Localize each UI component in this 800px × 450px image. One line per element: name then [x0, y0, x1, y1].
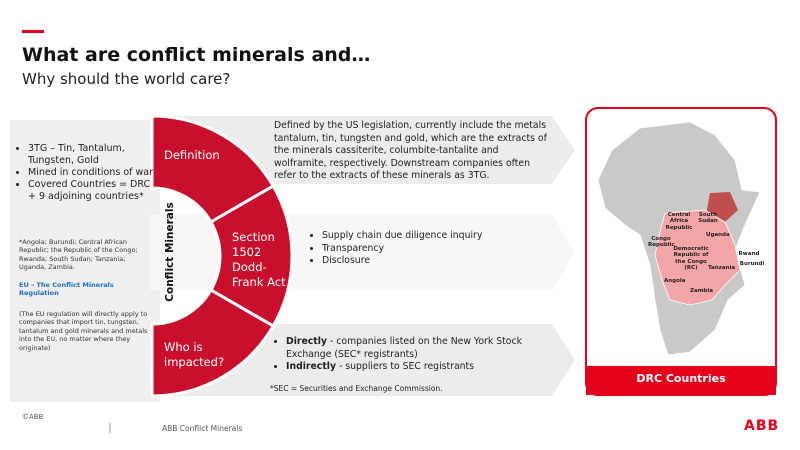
- arc-group: [150, 114, 294, 398]
- map-label: South Sudan: [698, 212, 718, 225]
- bullet: Disclosure: [322, 255, 548, 268]
- left-bullets: 3TG – Tin, Tantalum, Tungsten, Gold Mine…: [14, 143, 154, 202]
- bullet: 3TG – Tin, Tantalum, Tungsten, Gold: [28, 143, 154, 167]
- map-label: Rwand: [738, 251, 760, 257]
- left-panel-bg: [10, 120, 160, 402]
- bullet: Indirectly - suppliers to SEC registrant…: [286, 361, 552, 374]
- bold-text: Directly: [286, 336, 327, 347]
- footnote: *Angola; Burundi; Central African Republ…: [19, 238, 138, 272]
- arc-segment: [150, 287, 276, 398]
- definition-text: Defined by the US legislation, currently…: [274, 120, 547, 182]
- bullet: Supply chain due diligence inquiry: [322, 230, 548, 243]
- drc-region-shape: [654, 209, 741, 306]
- footer-label: ABB Conflict Minerals: [162, 424, 243, 433]
- map-label: Burundi: [739, 261, 765, 267]
- map-label: Zambia: [690, 288, 713, 294]
- text: - suppliers to SEC registrants: [336, 361, 475, 373]
- sec-footnote: *SEC = Securities and Exchange Commissio…: [270, 384, 443, 393]
- subtitle: Why should the world care?: [22, 70, 231, 88]
- impacted-bullets: Directly - companies listed on the New Y…: [272, 336, 552, 374]
- logo: ABB: [744, 418, 780, 434]
- bold-text: Indirectly: [286, 361, 337, 373]
- center-label: Conflict Minerals: [164, 202, 176, 302]
- bullet: Mined in conditions of war: [28, 167, 154, 179]
- map-caption: DRC Countries: [636, 372, 726, 385]
- segment-label: Section 1502 Dodd-Frank Act: [232, 230, 286, 289]
- map-caption-bg: [586, 366, 776, 395]
- eu-note: (The EU regulation will directly apply t…: [19, 310, 148, 352]
- map-label: Congo Republic: [648, 236, 675, 249]
- map-label: Uganda: [706, 232, 730, 238]
- bullet: Directly - companies listed on the New Y…: [286, 336, 552, 361]
- map-label: Democratic Republic of the Congo (RC): [673, 246, 709, 271]
- title: What are conflict minerals and…: [22, 44, 371, 66]
- accent-bar: [22, 30, 44, 33]
- bullet: Transparency: [322, 243, 548, 256]
- section-bullets: Supply chain due diligence inquiry Trans…: [308, 230, 548, 268]
- map-label: Angola: [664, 278, 686, 284]
- segment-label: Definition: [164, 148, 220, 162]
- eu-link[interactable]: EU – The Conflict Minerals Regulation: [19, 281, 114, 298]
- segment-label: Who is impacted?: [164, 340, 225, 369]
- text: - companies listed on the New York Stock…: [286, 336, 522, 360]
- bullet: Covered Countries = DRC + 9 adjoining co…: [28, 179, 154, 203]
- map-label: Central Africa Republic: [665, 212, 693, 231]
- copyright: ©ABB: [22, 413, 44, 421]
- map-label: Tanzania: [708, 265, 736, 271]
